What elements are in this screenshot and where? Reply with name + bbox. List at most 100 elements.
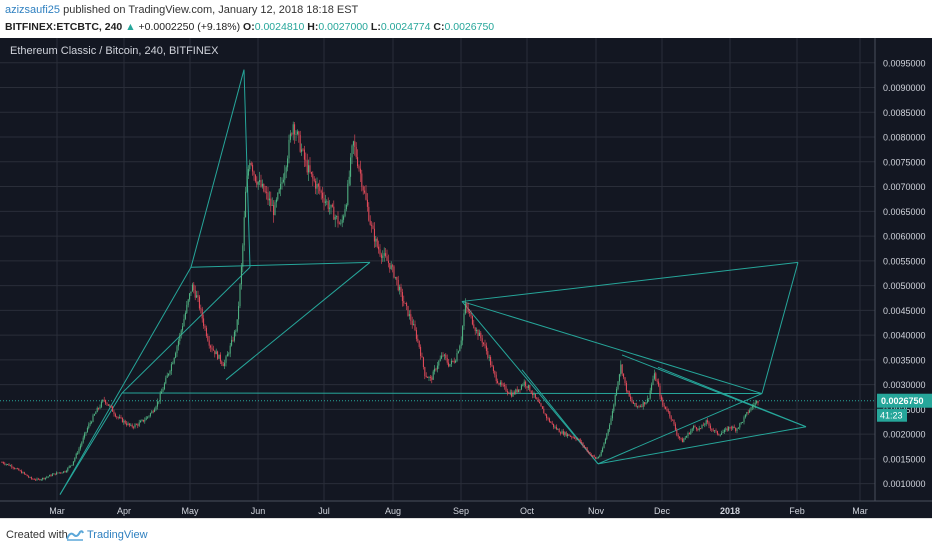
candle-body [639,406,640,407]
candle-body [678,435,679,437]
candle-body [679,436,680,438]
candle-body [641,406,642,407]
candle-body [70,466,71,467]
candle-body [338,216,339,223]
candle-body [667,409,668,411]
candle-body [674,420,675,424]
candle-body [451,361,452,364]
y-tick-label: 0.0075000 [883,157,926,167]
candle-body [500,382,501,384]
candle-body [289,140,290,159]
candle-body [690,431,691,434]
candle-body [252,165,253,171]
candle-body [213,350,214,351]
candle-body [752,406,753,407]
candle-body [447,358,448,363]
candle-body [35,480,36,481]
candle-body [693,426,694,428]
candle-body [11,466,12,468]
y-tick-label: 0.0015000 [883,454,926,464]
candle-body [577,439,578,440]
candle-body [720,435,721,436]
candle-body [535,394,536,398]
candle-body [27,475,28,476]
candle-body [462,326,463,340]
price-chart[interactable]: 0.00100000.00150000.00200000.00250000.00… [0,38,932,518]
candle-body [399,287,400,290]
candle-body [219,355,220,359]
candle-body [723,432,724,433]
candle-body [417,339,418,341]
candle-body [360,169,361,174]
candle-body [118,417,119,418]
candle-body [98,408,99,409]
candle-body [711,429,712,430]
candle-body [367,200,368,207]
x-tick-label: Apr [117,506,131,516]
candle-body [90,423,91,424]
candle-body [277,193,278,200]
candle-body [647,399,648,403]
tradingview-logo-icon[interactable] [66,528,84,542]
trend-line [462,301,762,393]
candle-body [457,353,458,361]
candle-body [353,141,354,145]
candle-body [123,421,124,423]
candle-body [122,418,123,422]
author-link[interactable]: azizsaufi25 [5,4,60,16]
candle-body [669,411,670,416]
chart-area[interactable]: 0.00100000.00150000.00200000.00250000.00… [0,38,932,518]
candle-body [310,165,311,172]
candle-body [601,452,602,456]
candle-body [459,346,460,351]
candle-body [745,415,746,418]
candle-body [223,364,224,366]
candle-body [312,174,313,178]
candle-body [62,473,63,474]
y-tick-label: 0.0085000 [883,108,926,118]
candle-body [730,427,731,428]
tradingview-link[interactable]: TradingView [87,529,148,541]
candle-body [269,199,270,201]
candle-body [728,427,729,430]
candle-body [525,382,526,386]
candle-body [468,308,469,312]
candle-body [622,365,623,374]
candle-body [363,187,364,191]
candle-body [504,385,505,386]
candle-body [31,477,32,479]
candle-body [294,124,295,134]
ohlc-high-value: 0.0027000 [318,21,368,33]
candle-body [508,393,509,394]
candle-body [717,431,718,435]
candle-body [296,134,297,135]
x-tick-label: Feb [789,506,805,516]
candle-body [9,464,10,466]
candle-body [751,407,752,410]
candle-body [758,401,759,403]
candle-body [49,475,50,476]
candle-body [675,424,676,429]
candle-body [627,391,628,392]
candle-body [83,438,84,443]
candle-body [129,423,130,425]
candle-body [545,414,546,415]
ohlc-open-label: O: [243,21,255,33]
candle-body [170,371,171,374]
y-tick-label: 0.0010000 [883,479,926,489]
candle-body [612,411,613,418]
candle-body [132,425,133,427]
trend-lines[interactable] [0,70,875,495]
candle-body [268,192,269,200]
candle-body [413,324,414,325]
candle-body [424,367,425,376]
x-tick-label: Oct [520,506,535,516]
x-tick-label: Sep [453,506,469,516]
candle-body [308,165,309,172]
candle-body [179,335,180,341]
candle-body [590,452,591,455]
y-tick-label: 0.0090000 [883,83,926,93]
candle-body [409,314,410,316]
candle-body [290,134,291,140]
candle-body [637,406,638,407]
